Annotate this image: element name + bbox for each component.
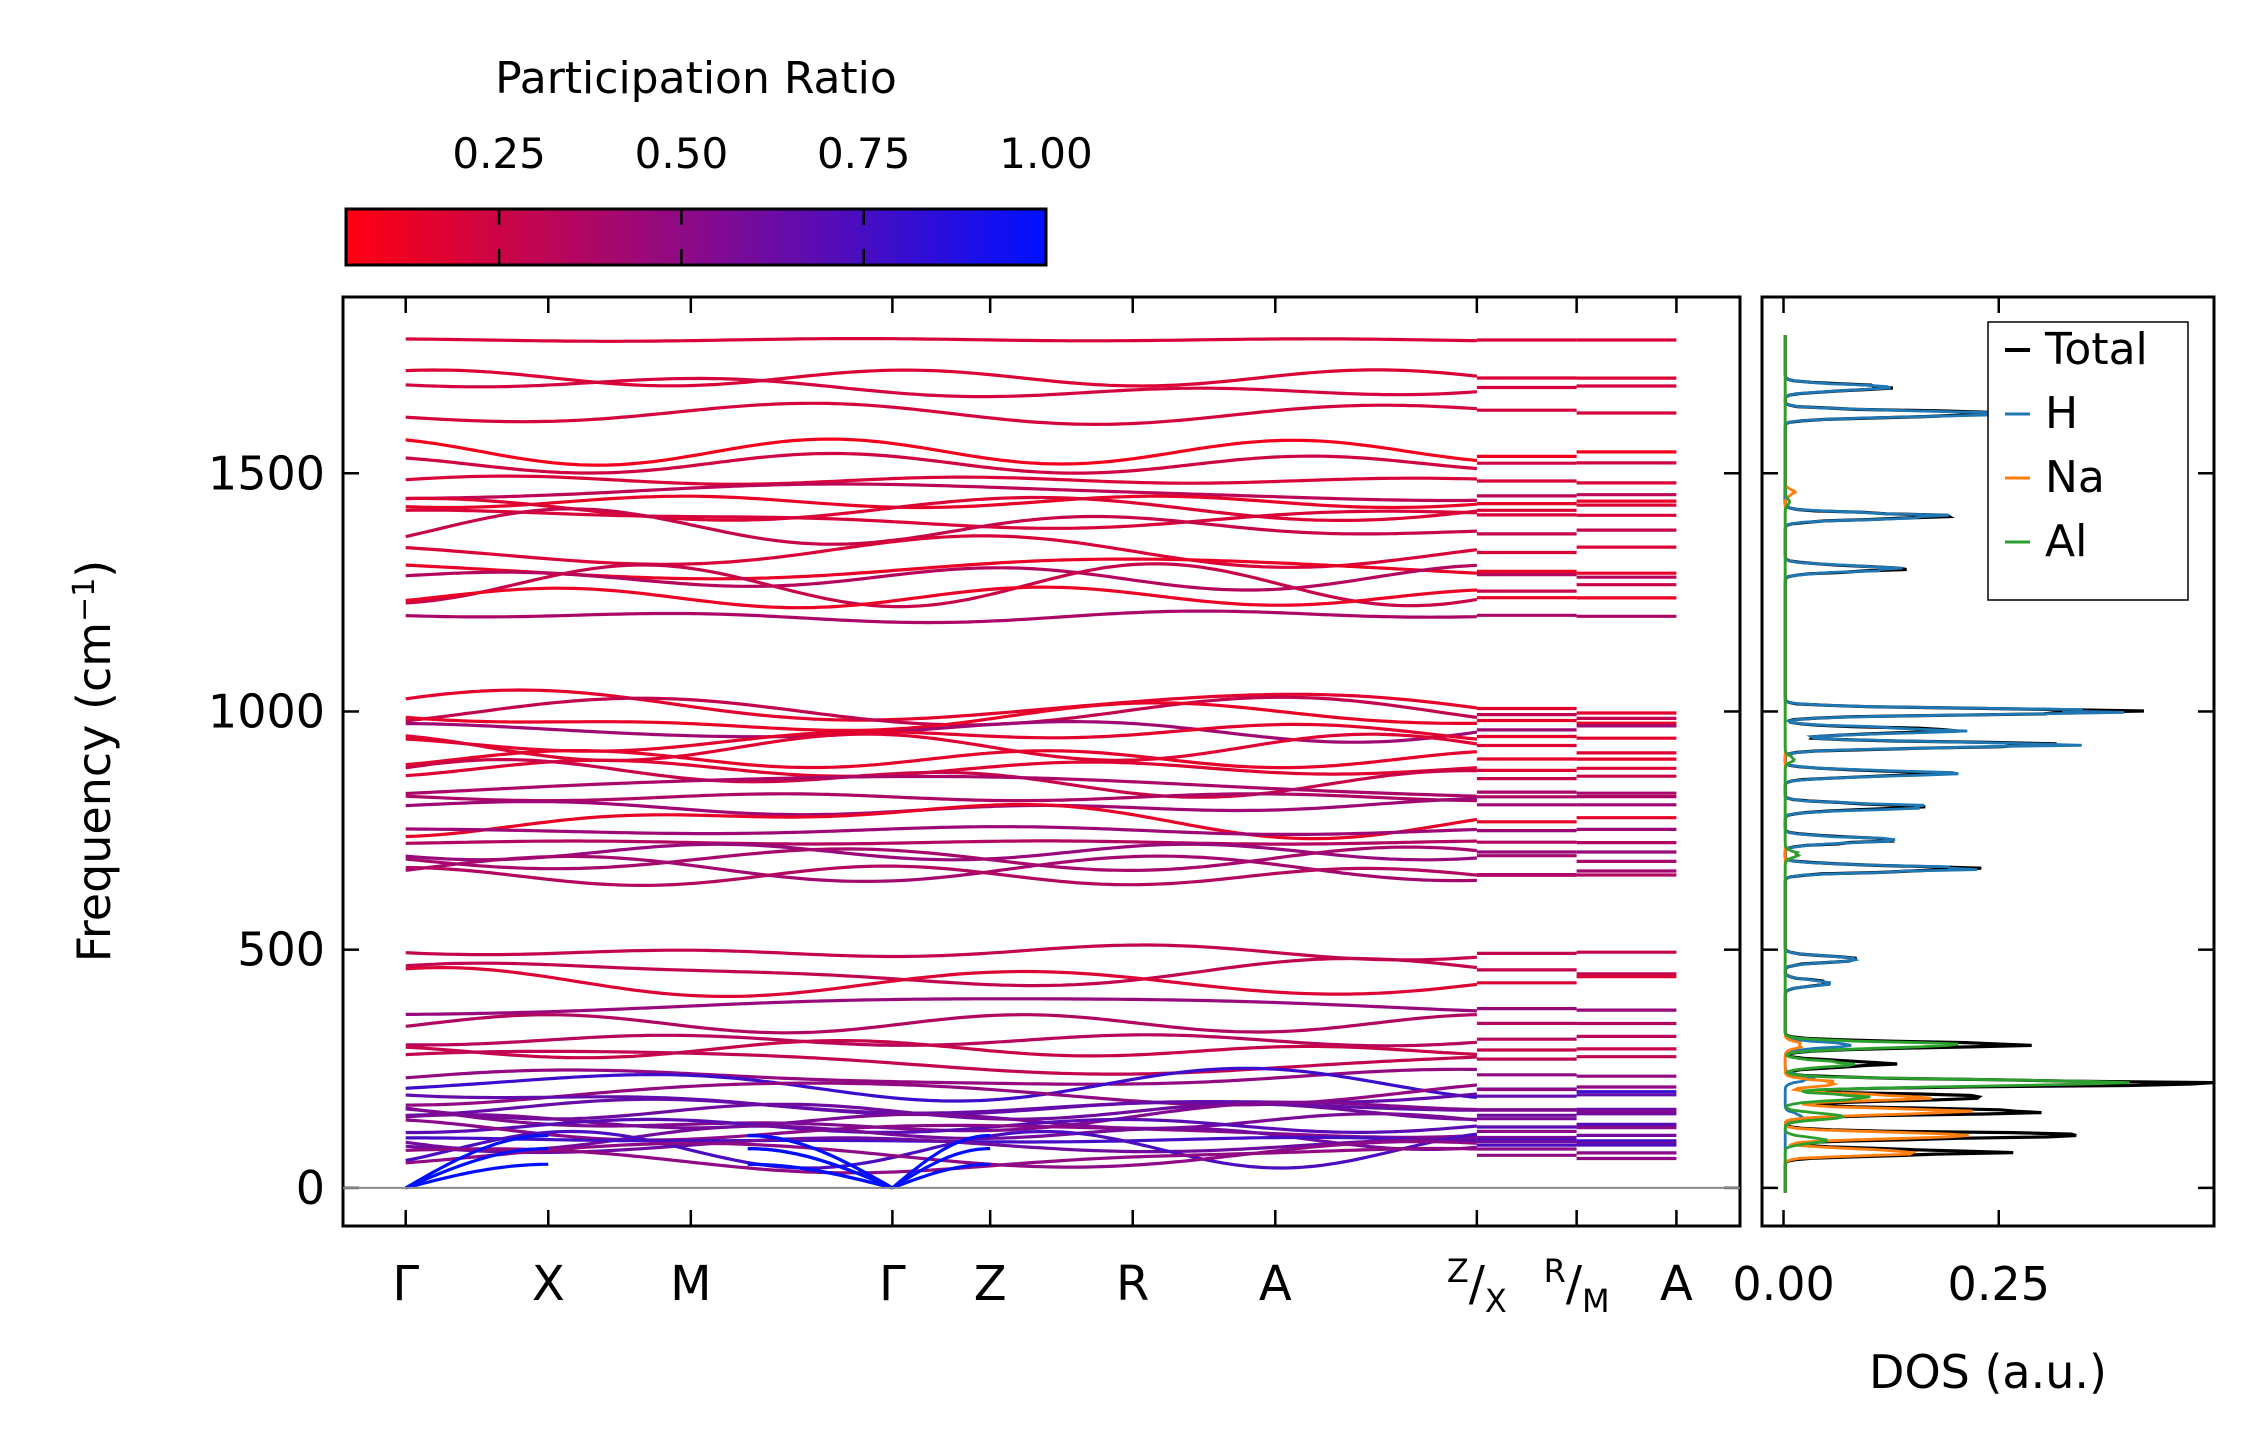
x-tick-label: Γ — [879, 1256, 906, 1312]
phonon-band — [405, 854, 1477, 884]
phonon-band — [405, 1013, 1477, 1035]
legend-label-h: H — [2045, 388, 2078, 439]
dos-legend: Total H Na Al — [1987, 321, 2189, 601]
y-tick-label: 1500 — [208, 446, 325, 500]
band-y-ticks: 0 500 1000 1500 — [208, 446, 1740, 1215]
colorbar-tick-label: 0.25 — [452, 129, 546, 178]
phonon-band — [405, 688, 1478, 722]
acoustic-branch — [747, 1133, 894, 1190]
legend-box — [1987, 321, 2189, 601]
legend-label-na: Na — [2045, 452, 2105, 503]
x-tick-label: Z — [974, 1256, 1007, 1312]
colorbar-tick-label: 1.00 — [999, 129, 1093, 178]
phonon-band — [405, 701, 1477, 733]
phonon-band — [405, 585, 1477, 610]
phonon-band — [405, 864, 1478, 888]
x-tick-label: M — [670, 1256, 711, 1312]
acoustic-branch — [405, 1162, 549, 1190]
phonon-band — [405, 956, 1478, 988]
phonon-band — [405, 1146, 1477, 1175]
phonon-band — [405, 609, 1477, 625]
legend-label-total: Total — [2044, 324, 2148, 375]
phonon-band — [405, 802, 1478, 841]
phonon-band — [405, 562, 1478, 609]
phonon-band — [405, 965, 1478, 999]
x-tick-label: X — [532, 1256, 565, 1312]
y-axis-label: Frequency (cm−1) — [67, 560, 121, 963]
phonon-band — [405, 337, 1477, 343]
colorbar-tick-label: 0.50 — [635, 129, 729, 178]
dos-ticks: 0.00 0.25 — [1732, 297, 2214, 1311]
dos-x-tick-label: 0.00 — [1732, 1257, 1834, 1311]
phonon-band — [405, 563, 1477, 592]
dos-panel: 0.00 0.25 DOS (a.u.) Total H Na Al — [1732, 295, 2216, 1399]
phonon-band — [405, 845, 1478, 873]
phonon-band — [405, 1049, 1477, 1076]
phonon-band — [405, 451, 1478, 475]
phonon-band — [405, 1033, 1477, 1048]
acoustic-branch — [747, 1162, 893, 1190]
acoustic-branch — [891, 1133, 991, 1190]
acoustic-branch — [404, 1133, 549, 1190]
colorbar-label: Participation Ratio — [495, 53, 897, 104]
dos-x-axis-label: DOS (a.u.) — [1869, 1345, 2107, 1399]
phonon-band — [405, 792, 1477, 803]
band-x-ticks: Γ X M Γ Z R A Z/X R/M A — [392, 297, 1693, 1320]
phonon-band — [405, 437, 1478, 467]
phonon-band — [405, 508, 1477, 530]
phonon-band — [405, 748, 1477, 770]
x-tick-label: R/M — [1544, 1252, 1610, 1320]
x-tick-label: R — [1116, 1256, 1149, 1312]
phonon-band — [405, 494, 1478, 510]
phonon-band — [405, 376, 1478, 399]
phonon-band — [405, 1067, 1477, 1086]
colorbar-ticks: 0.25 0.50 0.75 1.00 — [452, 129, 1093, 265]
phonon-band — [405, 1129, 1478, 1170]
phonon-band — [405, 825, 1477, 837]
phonon-band — [405, 774, 1477, 798]
phonon-band — [405, 368, 1478, 388]
phonon-band — [405, 1066, 1478, 1103]
colorbar: Participation Ratio 0.25 0.50 0.75 1.00 — [344, 53, 1093, 267]
y-tick-label: 500 — [237, 923, 325, 977]
dos-lines — [1783, 335, 2213, 1193]
colorbar-gradient — [344, 207, 1048, 267]
dos-curve-al — [1783, 335, 2130, 1193]
phonon-band — [405, 1038, 1477, 1060]
acoustic-branch — [405, 1146, 549, 1190]
phonon-band — [405, 534, 1478, 569]
x-tick-label: A — [1660, 1256, 1693, 1312]
phonon-band — [405, 997, 1477, 1017]
phonon-band — [405, 1117, 1478, 1135]
dos-x-tick-label: 0.25 — [1948, 1257, 2050, 1311]
dos-axes-frame — [1760, 295, 2216, 1228]
band-axes-frame — [341, 295, 1742, 1228]
y-tick-label: 1000 — [208, 684, 325, 738]
phonon-band — [405, 507, 1477, 546]
phonon-band — [405, 839, 1477, 846]
x-tick-label: Z/X — [1447, 1252, 1507, 1320]
band-lines — [404, 337, 1677, 1190]
phonon-band — [405, 842, 1477, 862]
legend-label-al: Al — [2045, 516, 2087, 567]
phonon-band — [405, 401, 1477, 427]
phonon-band — [405, 474, 1477, 486]
colorbar-tick-label: 0.75 — [817, 129, 911, 178]
phonon-band — [405, 797, 1477, 817]
y-tick-label: 0 — [296, 1161, 325, 1215]
acoustic-branch — [891, 1162, 991, 1190]
phonon-band — [405, 943, 1477, 962]
phonon-band — [405, 482, 1477, 503]
acoustic-branch — [747, 1146, 894, 1190]
x-tick-label: A — [1259, 1256, 1292, 1312]
band-structure-panel: 0 500 1000 1500 Γ X M Γ Z R A Z/X R/M A Frequency (c… — [67, 295, 1742, 1320]
acoustic-branch — [891, 1146, 991, 1190]
phonon-band — [405, 1118, 1477, 1142]
x-tick-label: Γ — [392, 1256, 419, 1312]
